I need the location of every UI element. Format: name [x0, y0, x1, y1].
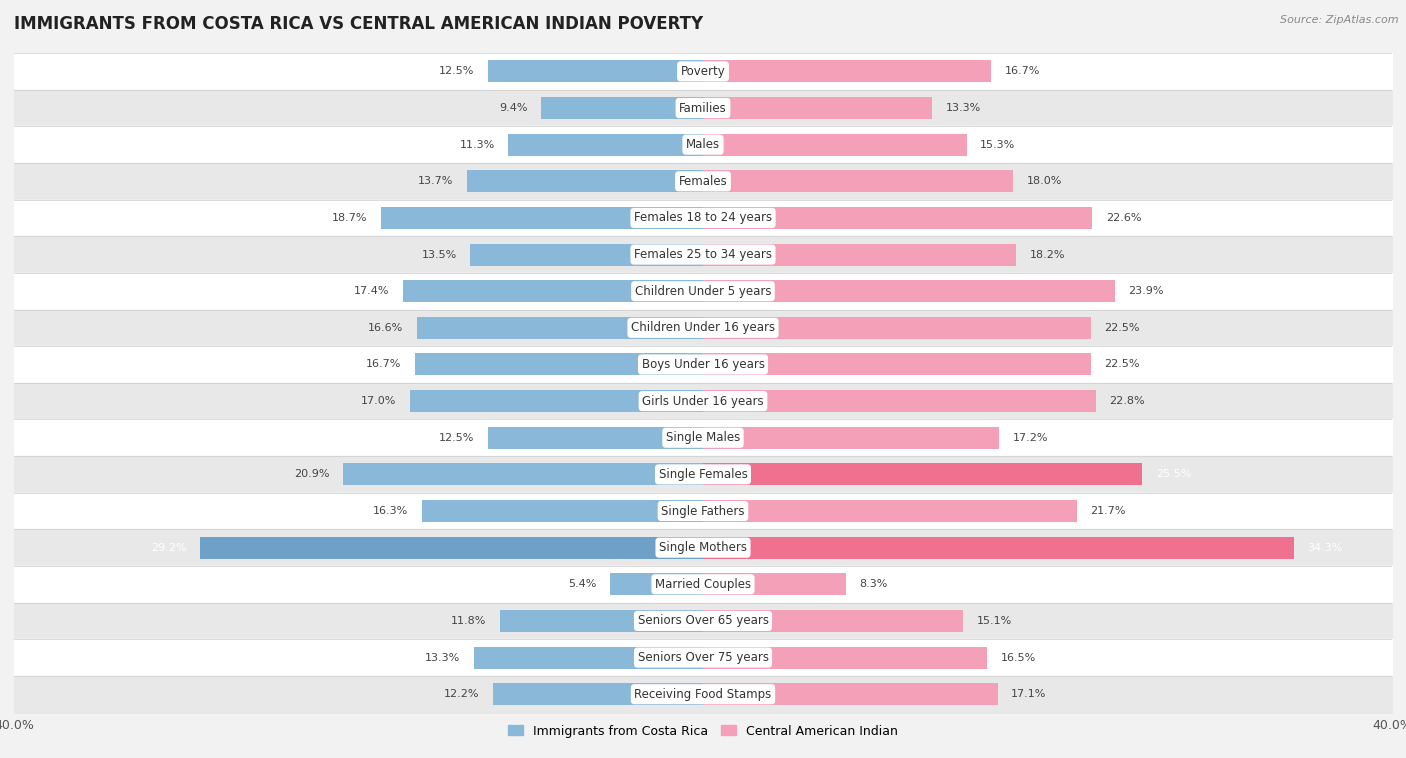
Bar [404, 280, 703, 302]
Text: 16.3%: 16.3% [373, 506, 409, 516]
Text: 16.7%: 16.7% [1004, 67, 1040, 77]
Bar [499, 610, 703, 632]
Bar [703, 133, 966, 155]
Bar [703, 171, 1012, 193]
Text: Boys Under 16 years: Boys Under 16 years [641, 358, 765, 371]
Bar [703, 427, 1000, 449]
Text: 25.5%: 25.5% [1156, 469, 1191, 479]
Text: 22.5%: 22.5% [1104, 323, 1140, 333]
Text: 22.8%: 22.8% [1109, 396, 1144, 406]
Text: 9.4%: 9.4% [499, 103, 527, 113]
Text: 23.9%: 23.9% [1129, 287, 1164, 296]
Text: Single Females: Single Females [658, 468, 748, 481]
Text: 16.7%: 16.7% [366, 359, 402, 369]
Legend: Immigrants from Costa Rica, Central American Indian: Immigrants from Costa Rica, Central Amer… [503, 719, 903, 743]
Bar [703, 390, 1095, 412]
Bar [703, 207, 1092, 229]
Bar [415, 353, 703, 375]
Text: 16.6%: 16.6% [368, 323, 404, 333]
Text: Males: Males [686, 138, 720, 151]
Bar [488, 427, 703, 449]
Text: Seniors Over 75 years: Seniors Over 75 years [637, 651, 769, 664]
Text: 8.3%: 8.3% [859, 579, 889, 589]
Text: 29.2%: 29.2% [150, 543, 186, 553]
Text: IMMIGRANTS FROM COSTA RICA VS CENTRAL AMERICAN INDIAN POVERTY: IMMIGRANTS FROM COSTA RICA VS CENTRAL AM… [14, 15, 703, 33]
Text: Children Under 5 years: Children Under 5 years [634, 285, 772, 298]
Bar [343, 463, 703, 485]
Bar [474, 647, 703, 669]
Bar [422, 500, 703, 522]
Text: 20.9%: 20.9% [294, 469, 329, 479]
Text: Children Under 16 years: Children Under 16 years [631, 321, 775, 334]
Bar [703, 573, 846, 595]
Text: Receiving Food Stamps: Receiving Food Stamps [634, 688, 772, 700]
Text: 17.0%: 17.0% [361, 396, 396, 406]
Bar [703, 683, 997, 705]
Text: 18.2%: 18.2% [1031, 249, 1066, 259]
Text: 13.5%: 13.5% [422, 249, 457, 259]
Bar [703, 280, 1115, 302]
Bar [703, 463, 1142, 485]
Bar [467, 171, 703, 193]
Text: 17.4%: 17.4% [354, 287, 389, 296]
Text: 13.3%: 13.3% [425, 653, 460, 662]
Text: 12.5%: 12.5% [439, 433, 474, 443]
Bar [703, 647, 987, 669]
Bar [703, 97, 932, 119]
Text: 17.1%: 17.1% [1011, 689, 1046, 699]
Text: Females: Females [679, 175, 727, 188]
Text: 13.7%: 13.7% [418, 177, 453, 186]
Text: 21.7%: 21.7% [1091, 506, 1126, 516]
Bar [509, 133, 703, 155]
Text: Females 18 to 24 years: Females 18 to 24 years [634, 211, 772, 224]
Bar [703, 353, 1091, 375]
Text: 12.2%: 12.2% [444, 689, 479, 699]
Text: 17.2%: 17.2% [1012, 433, 1049, 443]
Bar [541, 97, 703, 119]
Text: 34.3%: 34.3% [1308, 543, 1343, 553]
Text: Seniors Over 65 years: Seniors Over 65 years [637, 615, 769, 628]
Text: 5.4%: 5.4% [568, 579, 596, 589]
Text: 18.7%: 18.7% [332, 213, 367, 223]
Bar [703, 317, 1091, 339]
Text: Families: Families [679, 102, 727, 114]
Text: Single Males: Single Males [666, 431, 740, 444]
Text: Source: ZipAtlas.com: Source: ZipAtlas.com [1281, 15, 1399, 25]
Text: 15.1%: 15.1% [977, 616, 1012, 626]
Bar [610, 573, 703, 595]
Text: 16.5%: 16.5% [1001, 653, 1036, 662]
Text: Females 25 to 34 years: Females 25 to 34 years [634, 248, 772, 261]
Bar [703, 537, 1294, 559]
Bar [418, 317, 703, 339]
Bar [488, 61, 703, 83]
Text: Married Couples: Married Couples [655, 578, 751, 590]
Bar [703, 243, 1017, 265]
Text: 22.6%: 22.6% [1107, 213, 1142, 223]
Text: Single Mothers: Single Mothers [659, 541, 747, 554]
Bar [494, 683, 703, 705]
Bar [703, 610, 963, 632]
Bar [411, 390, 703, 412]
Text: 22.5%: 22.5% [1104, 359, 1140, 369]
Bar [200, 537, 703, 559]
Text: 11.8%: 11.8% [450, 616, 486, 626]
Text: Girls Under 16 years: Girls Under 16 years [643, 395, 763, 408]
Bar [703, 500, 1077, 522]
Text: 15.3%: 15.3% [980, 139, 1015, 149]
Text: Poverty: Poverty [681, 65, 725, 78]
Text: 13.3%: 13.3% [946, 103, 981, 113]
Bar [471, 243, 703, 265]
Text: Single Fathers: Single Fathers [661, 505, 745, 518]
Text: 12.5%: 12.5% [439, 67, 474, 77]
Text: 18.0%: 18.0% [1026, 177, 1062, 186]
Bar [703, 61, 991, 83]
Text: 11.3%: 11.3% [460, 139, 495, 149]
Bar [381, 207, 703, 229]
